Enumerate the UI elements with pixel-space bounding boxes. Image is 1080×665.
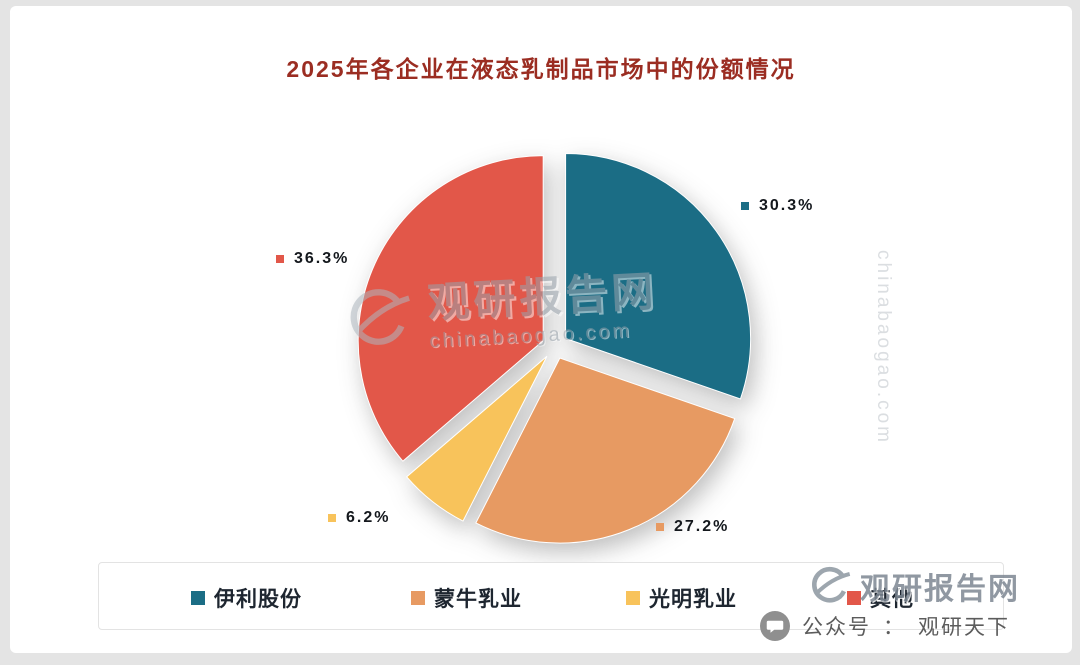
wechat-official-account-icon [760, 611, 790, 641]
legend-label: 伊利股份 [214, 588, 302, 611]
footer-separator: ： [883, 616, 906, 639]
slice-label-marker [656, 523, 664, 531]
legend-item-1: 蒙牛乳业 [411, 583, 522, 613]
slice-label-marker [328, 514, 336, 522]
slice-label-3: 36.3% [276, 250, 349, 268]
slice-label-text: 6.2% [346, 509, 391, 526]
pie-slice-3 [357, 155, 544, 462]
pie-slice-2 [405, 355, 548, 522]
legend-swatch [411, 591, 425, 605]
chart-card: 2025年各企业在液态乳制品市场中的份额情况 观研报告网 chinabaogao… [10, 6, 1072, 653]
slice-label-text: 27.2% [674, 518, 730, 535]
slice-label-1: 27.2% [656, 518, 729, 536]
footer-label: 公众号 [802, 616, 871, 639]
footer-account: 观研天下 [918, 616, 1010, 639]
pie-chart [357, 152, 752, 544]
legend-item-3: 其他 [847, 583, 914, 613]
pie-slice-0 [565, 152, 752, 400]
watermark-vertical: chinabaogao.com [873, 250, 894, 445]
slice-label-marker [741, 202, 749, 210]
legend-swatch [847, 591, 861, 605]
slice-label-2: 6.2% [328, 509, 390, 527]
legend-box: 伊利股份 蒙牛乳业 光明乳业 其他 [98, 562, 1004, 630]
slice-label-0: 30.3% [741, 197, 814, 215]
slice-label-marker [276, 255, 284, 263]
legend-item-0: 伊利股份 [191, 583, 302, 613]
pie-slice-1 [475, 357, 736, 544]
legend-label: 光明乳业 [649, 588, 737, 611]
legend-swatch [626, 591, 640, 605]
slice-label-text: 36.3% [294, 250, 350, 267]
legend-label: 其他 [870, 588, 914, 611]
chart-title: 2025年各企业在液态乳制品市场中的份额情况 [286, 56, 796, 82]
legend-label: 蒙牛乳业 [434, 588, 522, 611]
legend-swatch [191, 591, 205, 605]
legend-item-2: 光明乳业 [626, 583, 737, 613]
slice-label-text: 30.3% [759, 197, 815, 214]
footer-wechat-line: 公众号 ： 观研天下 [760, 611, 1010, 641]
